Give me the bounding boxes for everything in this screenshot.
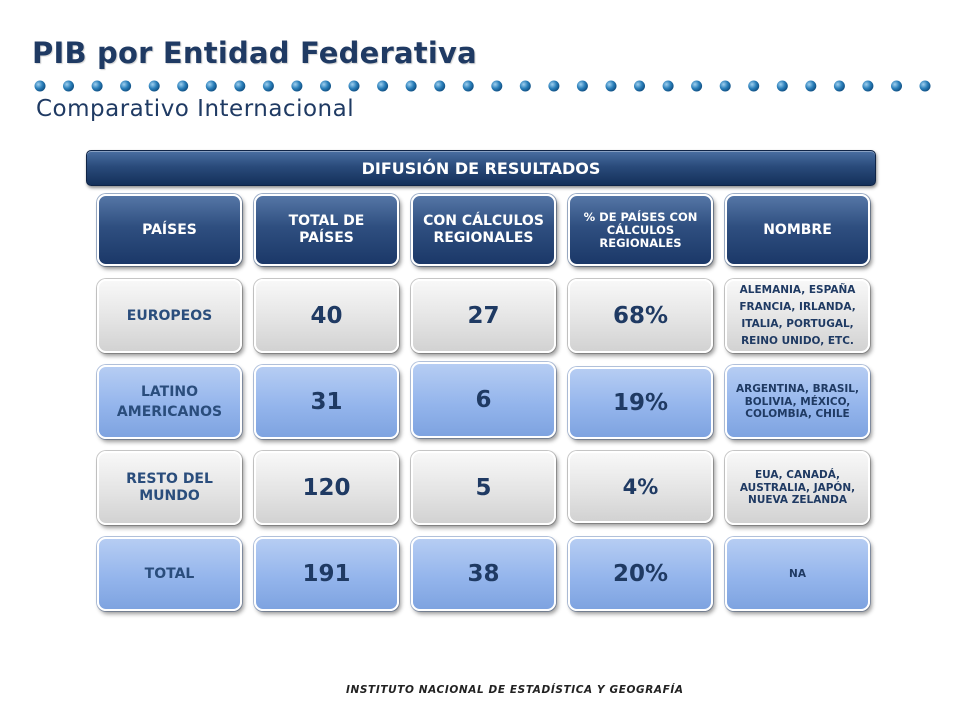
divider-dot (862, 80, 874, 92)
row-europeos-pct: 68% (568, 279, 713, 353)
row-latino-label: LATINO AMERICANOS (97, 365, 242, 439)
row-resto-total: 120 (254, 451, 399, 525)
header-porcentaje: % DE PAÍSES CON CÁLCULOS REGIONALES (568, 194, 713, 266)
row-resto-pct: 4% (568, 451, 713, 523)
divider-dot (377, 80, 389, 92)
divider-dot (177, 80, 189, 92)
divider-dot (576, 80, 588, 92)
row-total-regionales: 38 (411, 537, 556, 611)
header-nombre: NOMBRE (725, 194, 870, 266)
row-latino-nombre: ARGENTINA, BRASIL, BOLIVIA, MÉXICO, COLO… (725, 365, 870, 439)
divider-dot (434, 80, 446, 92)
banner-label: DIFUSIÓN DE RESULTADOS (361, 158, 601, 178)
row-latino-regionales: 6 (411, 362, 556, 438)
page-subtitle: Comparativo Internacional (36, 96, 355, 122)
row-latino-pct: 19% (568, 367, 713, 439)
header-total-paises: TOTAL DE PAÍSES (254, 194, 399, 266)
page-title: PIB por Entidad Federativa (32, 36, 477, 70)
divider-dot (548, 80, 560, 92)
divider-dot (662, 80, 674, 92)
divider-dot (91, 80, 103, 92)
row-europeos-regionales: 27 (411, 279, 556, 353)
row-latino-total: 31 (254, 365, 399, 439)
row-europeos-total: 40 (254, 279, 399, 353)
row-total-label: TOTAL (97, 537, 242, 611)
row-resto-nombre: EUA, CANADÁ, AUSTRALIA, JAPÓN, NUEVA ZEL… (725, 451, 870, 525)
divider-dot (805, 80, 817, 92)
divider-dot (291, 80, 303, 92)
divider-dot (833, 80, 845, 92)
divider-dot (691, 80, 703, 92)
row-resto-label: RESTO DEL MUNDO (97, 451, 242, 525)
divider-dot (34, 80, 46, 92)
divider-dot (262, 80, 274, 92)
header-paises: PAÍSES (97, 194, 242, 266)
divider-dot (120, 80, 132, 92)
row-total-total: 191 (254, 537, 399, 611)
footer-institution: INSTITUTO NACIONAL DE ESTADÍSTICA Y GEOG… (346, 684, 684, 696)
header-con-calculos: CON CÁLCULOS REGIONALES (411, 194, 556, 266)
divider-dot (748, 80, 760, 92)
divider-dot (148, 80, 160, 92)
divider-dot (63, 80, 74, 92)
divider-dot (234, 80, 246, 92)
divider-dot (462, 80, 474, 92)
dotted-divider (34, 80, 931, 92)
divider-dot (891, 80, 902, 92)
divider-dot (519, 80, 531, 92)
divider-dot (919, 80, 931, 92)
divider-dot (776, 80, 788, 92)
row-resto-regionales: 5 (411, 451, 556, 525)
divider-dot (491, 80, 503, 92)
row-europeos-nombre: ALEMANIA, ESPAÑA FRANCIA, IRLANDA, ITALI… (725, 279, 870, 353)
divider-dot (205, 80, 217, 92)
divider-dot (719, 80, 731, 92)
divider-dot (320, 80, 331, 92)
divider-dot (634, 80, 645, 92)
divider-dot (605, 80, 617, 92)
results-banner: DIFUSIÓN DE RESULTADOS (86, 150, 876, 186)
divider-dot (348, 80, 360, 92)
row-europeos-label: EUROPEOS (97, 279, 242, 353)
row-total-nombre: NA (725, 537, 870, 611)
divider-dot (405, 80, 417, 92)
row-total-pct: 20% (568, 537, 713, 611)
